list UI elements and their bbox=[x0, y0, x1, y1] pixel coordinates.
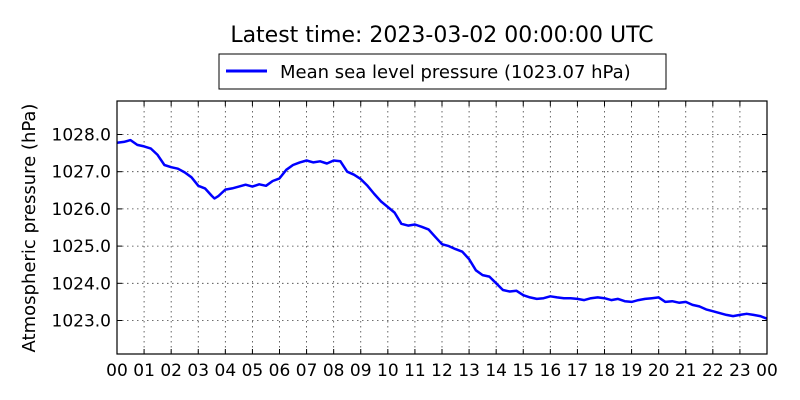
x-tick-label: 12 bbox=[431, 361, 453, 381]
series-line-mean-sea-level-pressure bbox=[116, 138, 768, 320]
x-tick-label: 15 bbox=[512, 361, 534, 381]
x-tick-label: 02 bbox=[160, 361, 182, 381]
legend: Mean sea level pressure (1023.07 hPa) bbox=[218, 53, 667, 90]
y-axis-label: Atmospheric pressure (hPa) bbox=[19, 104, 40, 353]
x-tick-label: 23 bbox=[729, 361, 751, 381]
x-tick-label: 16 bbox=[540, 361, 562, 381]
y-tick-label: 1028.0 bbox=[52, 125, 111, 145]
plot-frame bbox=[116, 100, 768, 355]
x-tick-label: 00 bbox=[756, 361, 778, 381]
x-tick-label: 01 bbox=[133, 361, 155, 381]
x-tick-label: 00 bbox=[106, 361, 128, 381]
y-tick-label: 1024.0 bbox=[52, 274, 111, 294]
x-tick-label: 08 bbox=[323, 361, 345, 381]
x-tick-label: 05 bbox=[242, 361, 264, 381]
x-tick-label: 22 bbox=[702, 361, 724, 381]
y-tick-label: 1026.0 bbox=[52, 200, 111, 220]
y-tick-label: 1025.0 bbox=[52, 237, 111, 257]
chart-title: Latest time: 2023-03-02 00:00:00 UTC bbox=[230, 23, 653, 48]
y-tick-label: 1023.0 bbox=[52, 312, 111, 332]
x-tick-label: 03 bbox=[187, 361, 209, 381]
legend-label: Mean sea level pressure (1023.07 hPa) bbox=[280, 62, 631, 83]
y-tick-label: 1027.0 bbox=[52, 163, 111, 183]
gridlines bbox=[117, 101, 767, 354]
x-tick-label: 09 bbox=[350, 361, 372, 381]
x-tick-label: 13 bbox=[458, 361, 480, 381]
x-tick-label: 17 bbox=[567, 361, 589, 381]
x-tick-label: 18 bbox=[594, 361, 616, 381]
legend-box bbox=[218, 53, 667, 90]
x-tick-label: 11 bbox=[404, 361, 426, 381]
x-tick-label: 06 bbox=[269, 361, 291, 381]
x-tick-label: 10 bbox=[377, 361, 399, 381]
x-tick-label: 21 bbox=[675, 361, 697, 381]
x-tick-label: 19 bbox=[621, 361, 643, 381]
x-tick-label: 04 bbox=[215, 361, 237, 381]
x-tick-label: 20 bbox=[648, 361, 670, 381]
y-tick-labels: 1023.0 1024.0 1025.0 1026.0 1027.0 1028.0 bbox=[52, 125, 111, 331]
x-tick-labels: 00 01 02 03 04 05 06 07 08 09 10 11 12 13 14 15 16 17 18 19… bbox=[106, 361, 778, 381]
x-tick-label: 14 bbox=[485, 361, 507, 381]
x-tick-label: 07 bbox=[296, 361, 318, 381]
